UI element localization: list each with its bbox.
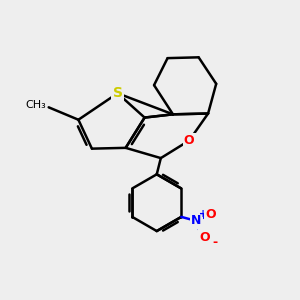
Text: S: S (112, 86, 123, 100)
Text: O: O (199, 231, 210, 244)
Text: CH₃: CH₃ (25, 100, 46, 110)
Text: N: N (191, 214, 201, 227)
Text: -: - (212, 236, 217, 248)
Text: O: O (206, 208, 216, 221)
Text: +: + (199, 209, 207, 219)
Text: O: O (184, 134, 194, 147)
